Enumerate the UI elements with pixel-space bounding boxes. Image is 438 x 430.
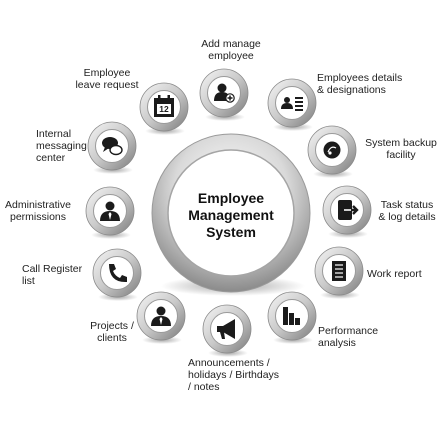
module-node-task-status (322, 185, 372, 238)
center-title-line2: Management (188, 207, 274, 223)
module-node-backup (307, 125, 357, 178)
module-node-call-register (92, 248, 142, 301)
center-title-line3: System (206, 224, 256, 240)
label-call-register: Call Register list (22, 263, 83, 287)
label-add-employee: Add manage employee (201, 38, 261, 62)
center-title-line1: Employee (197, 190, 265, 206)
client-users-icon (151, 306, 171, 326)
document-icon (332, 261, 346, 281)
label-messaging: Internal messaging center (36, 128, 87, 164)
center-ring (151, 133, 311, 296)
id-card-icon (281, 97, 303, 111)
label-performance: Performance analysis (318, 325, 379, 349)
label-backup: System backup facility (365, 137, 437, 161)
phone-icon (109, 264, 127, 283)
module-node-work-report (314, 246, 364, 299)
label-leave: Employee leave request (75, 67, 139, 91)
center-title: Employee Management System (166, 190, 296, 241)
module-node-leave: 12 (139, 82, 189, 135)
module-node-projects (136, 291, 186, 344)
module-node-add-employee (199, 68, 249, 121)
chat-bubbles-icon (102, 137, 123, 156)
label-announcements: Announcements / holidays / Birthdays / n… (188, 357, 280, 393)
label-admin: Administrative permissions (5, 199, 71, 223)
module-node-admin (85, 186, 135, 239)
module-node-announcements (202, 304, 252, 357)
logout-icon (338, 200, 359, 220)
megaphone-icon (217, 319, 235, 339)
calendar-icon: 12 (154, 95, 174, 117)
bar-chart-icon (283, 307, 300, 325)
backup-disc-icon (323, 141, 341, 159)
label-work-report: Work report (367, 268, 422, 280)
module-node-details (267, 78, 317, 131)
label-details: Employees details & designations (317, 72, 403, 96)
calendar-badge: 12 (159, 104, 169, 114)
label-projects: Projects / clients (90, 320, 134, 344)
module-node-messaging (87, 121, 137, 174)
label-task-status: Task status & log details (378, 199, 436, 223)
user-plus-icon (214, 83, 235, 103)
admin-user-icon (100, 201, 120, 221)
module-node-performance (267, 291, 317, 344)
